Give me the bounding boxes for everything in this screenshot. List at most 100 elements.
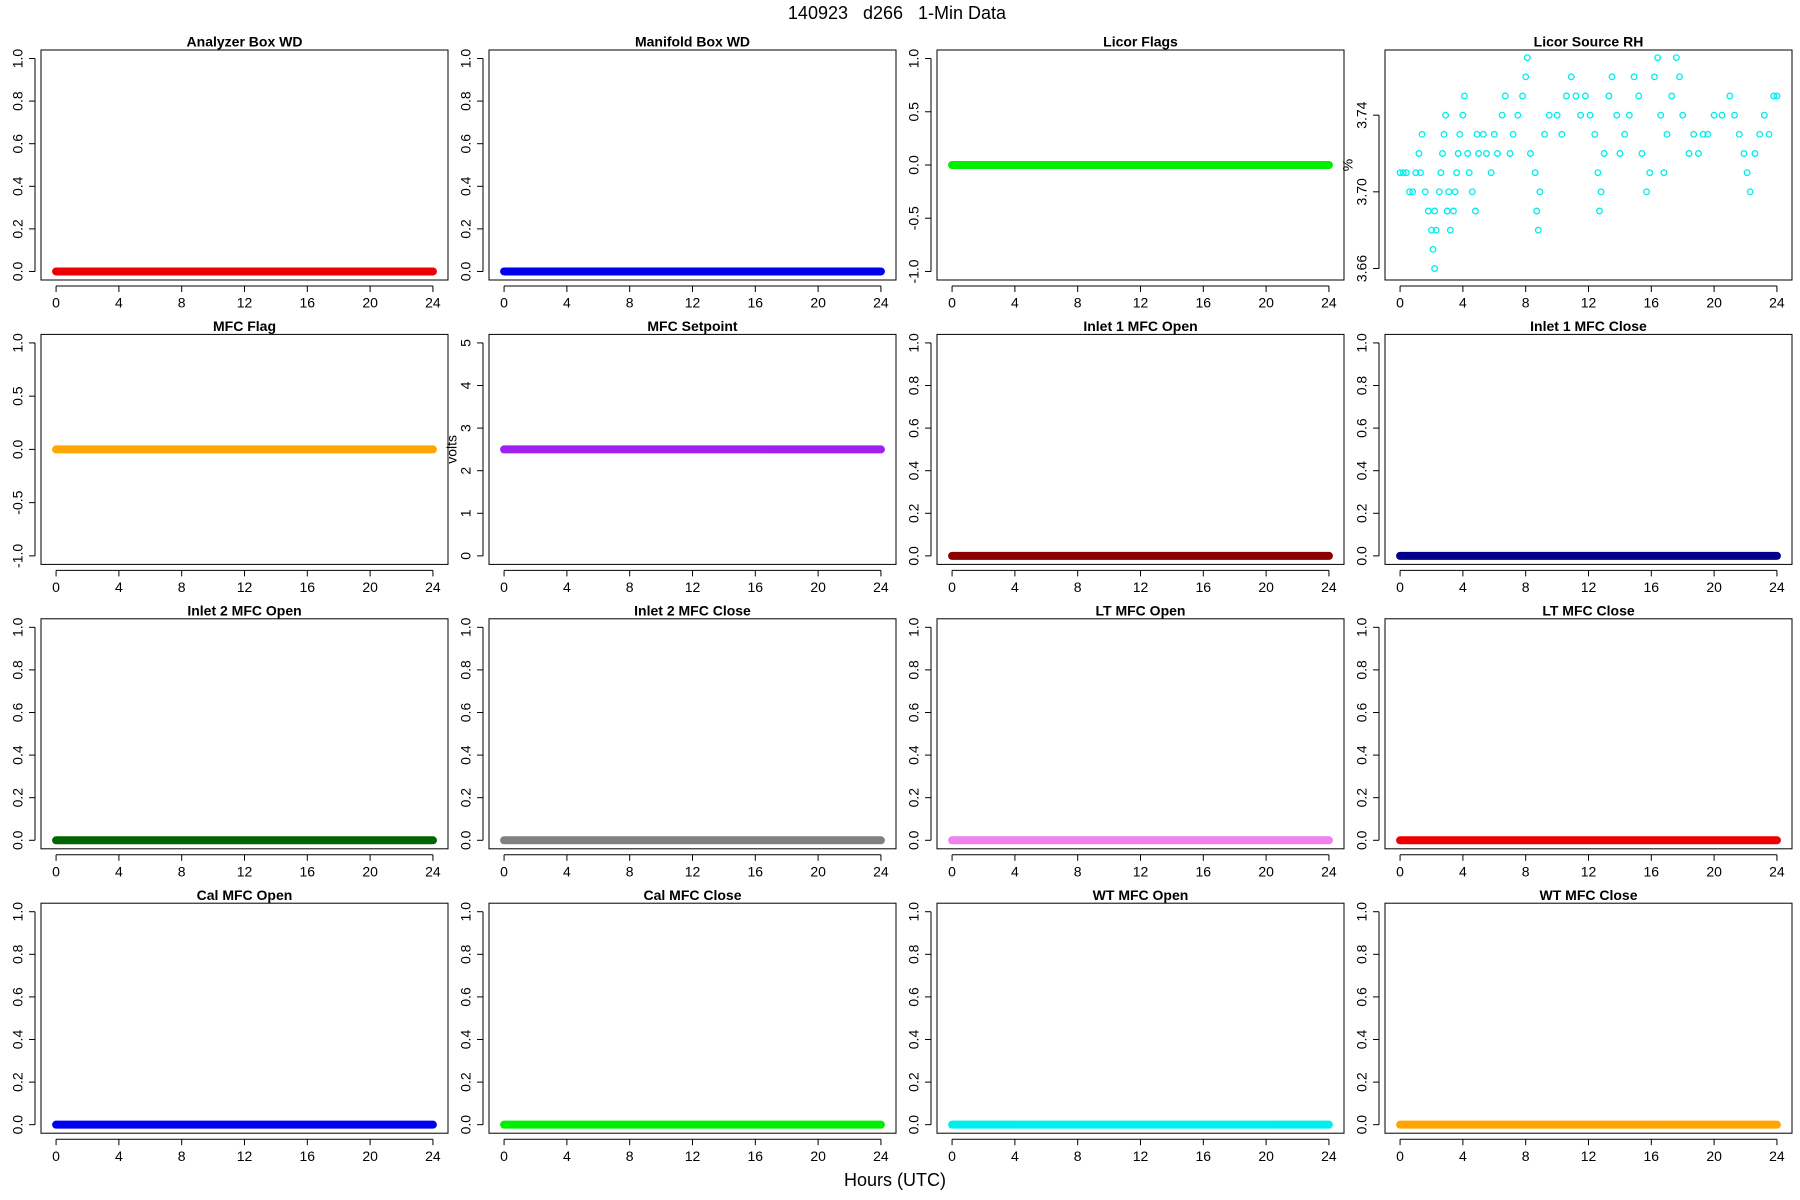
data-point [1506, 150, 1514, 157]
data-point [1439, 150, 1446, 157]
x-tick-label: 4 [1459, 1148, 1467, 1164]
y-tick-label: -1.0 [906, 259, 922, 283]
y-tick-label: 0.5 [906, 102, 922, 122]
data-point [1596, 207, 1603, 215]
data-point [1735, 130, 1743, 138]
data-point [1577, 111, 1585, 119]
y-tick-label: 1.0 [458, 49, 474, 69]
data-point [1442, 111, 1450, 119]
data-point [1534, 226, 1542, 234]
data-point [1432, 226, 1440, 234]
panel-title: Cal MFC Close [643, 887, 741, 903]
panel-title: Licor Flags [1103, 34, 1178, 50]
y-tick-label: 0.2 [10, 219, 26, 239]
y-tick-label: 0.4 [458, 176, 474, 196]
y-axis-label: % [1340, 159, 1356, 171]
y-tick-label: 0.6 [458, 703, 474, 723]
x-tick-label: 4 [115, 1148, 123, 1164]
x-tick-label: 16 [1196, 295, 1212, 311]
data-point [1437, 169, 1445, 177]
x-tick-label: 0 [500, 1148, 508, 1164]
data-point [1531, 169, 1539, 177]
y-tick-label: 0.4 [1354, 745, 1370, 765]
data-point [1498, 111, 1506, 119]
x-tick-label: 8 [1074, 1148, 1082, 1164]
data-point [1421, 188, 1429, 196]
data-point [1446, 226, 1454, 234]
panel-title: MFC Flag [213, 318, 276, 334]
data-point [1567, 73, 1575, 81]
y-tick-label: 0.8 [906, 944, 922, 964]
data-point [1431, 207, 1439, 215]
y-tick-label: 0.6 [10, 987, 26, 1007]
y-tick-label: 0.6 [458, 134, 474, 154]
y-tick-label: 0.8 [458, 944, 474, 964]
x-tick-label: 0 [500, 864, 508, 880]
data-point [1616, 150, 1624, 157]
x-tick-label: 12 [1133, 1148, 1149, 1164]
data-point [1676, 73, 1684, 81]
plot-frame [936, 902, 1345, 1134]
y-tick-label: 0.0 [906, 155, 922, 175]
x-tick-label: 8 [1074, 295, 1082, 311]
x-tick-label: 8 [1522, 864, 1530, 880]
y-tick-label: 1.0 [1354, 902, 1370, 922]
panel-title: Inlet 1 MFC Close [1530, 318, 1647, 334]
data-point [1765, 130, 1773, 138]
plot-frame [488, 49, 897, 281]
y-tick-label: 0.8 [1354, 944, 1370, 964]
y-tick-label: 1 [458, 509, 474, 517]
y-tick-label: 0.6 [458, 987, 474, 1007]
y-tick-label: 0.6 [906, 703, 922, 723]
data-point [1445, 188, 1453, 196]
x-tick-label: 16 [748, 864, 764, 880]
y-tick-label: 1.0 [10, 333, 26, 353]
data-point [1654, 54, 1662, 62]
y-tick-label: 0.0 [1354, 1115, 1370, 1135]
y-tick-label: -1.0 [10, 544, 26, 568]
x-tick-label: 20 [1706, 864, 1722, 880]
data-point [1461, 92, 1468, 100]
data-point [1694, 150, 1702, 157]
data-point [1456, 130, 1464, 138]
x-tick-label: 24 [425, 1148, 441, 1164]
plot-frame [1384, 333, 1793, 565]
data-point [1533, 207, 1541, 215]
data-point [1770, 92, 1778, 100]
panel-title: WT MFC Open [1093, 887, 1189, 903]
y-tick-label: 0.4 [906, 1030, 922, 1050]
y-tick-label: 0.6 [906, 418, 922, 438]
data-point [1572, 92, 1580, 100]
plot-frame [488, 618, 897, 850]
x-tick-label: 8 [1074, 579, 1082, 595]
y-tick-label: 1.0 [458, 617, 474, 637]
x-tick-label: 4 [563, 579, 571, 595]
plot-frame [1384, 618, 1793, 850]
x-tick-label: 0 [52, 1148, 60, 1164]
data-point [1465, 169, 1473, 177]
data-point [1523, 54, 1531, 62]
y-tick-label: 0.5 [10, 386, 26, 406]
y-tick-label: 0.0 [1354, 830, 1370, 850]
y-tick-label: 0.6 [1354, 418, 1370, 438]
y-tick-label: 0.8 [1354, 376, 1370, 396]
x-tick-label: 0 [1396, 295, 1404, 311]
x-tick-label: 0 [52, 295, 60, 311]
y-tick-label: 0.0 [906, 1115, 922, 1135]
x-tick-label: 12 [1133, 579, 1149, 595]
data-point [1679, 111, 1687, 119]
data-point [1501, 92, 1509, 100]
x-tick-label: 4 [1459, 579, 1467, 595]
data-point [1522, 73, 1530, 81]
x-tick-label: 24 [425, 579, 441, 595]
panel-title: Cal MFC Open [197, 887, 293, 903]
x-tick-label: 20 [1706, 295, 1722, 311]
x-tick-label: 0 [52, 579, 60, 595]
panel-title: Licor Source RH [1534, 34, 1644, 50]
y-tick-label: 0.6 [906, 987, 922, 1007]
y-tick-label: 0.4 [906, 461, 922, 481]
data-point [1471, 207, 1479, 215]
y-tick-label: 3 [458, 424, 474, 432]
data-point [1482, 150, 1490, 157]
